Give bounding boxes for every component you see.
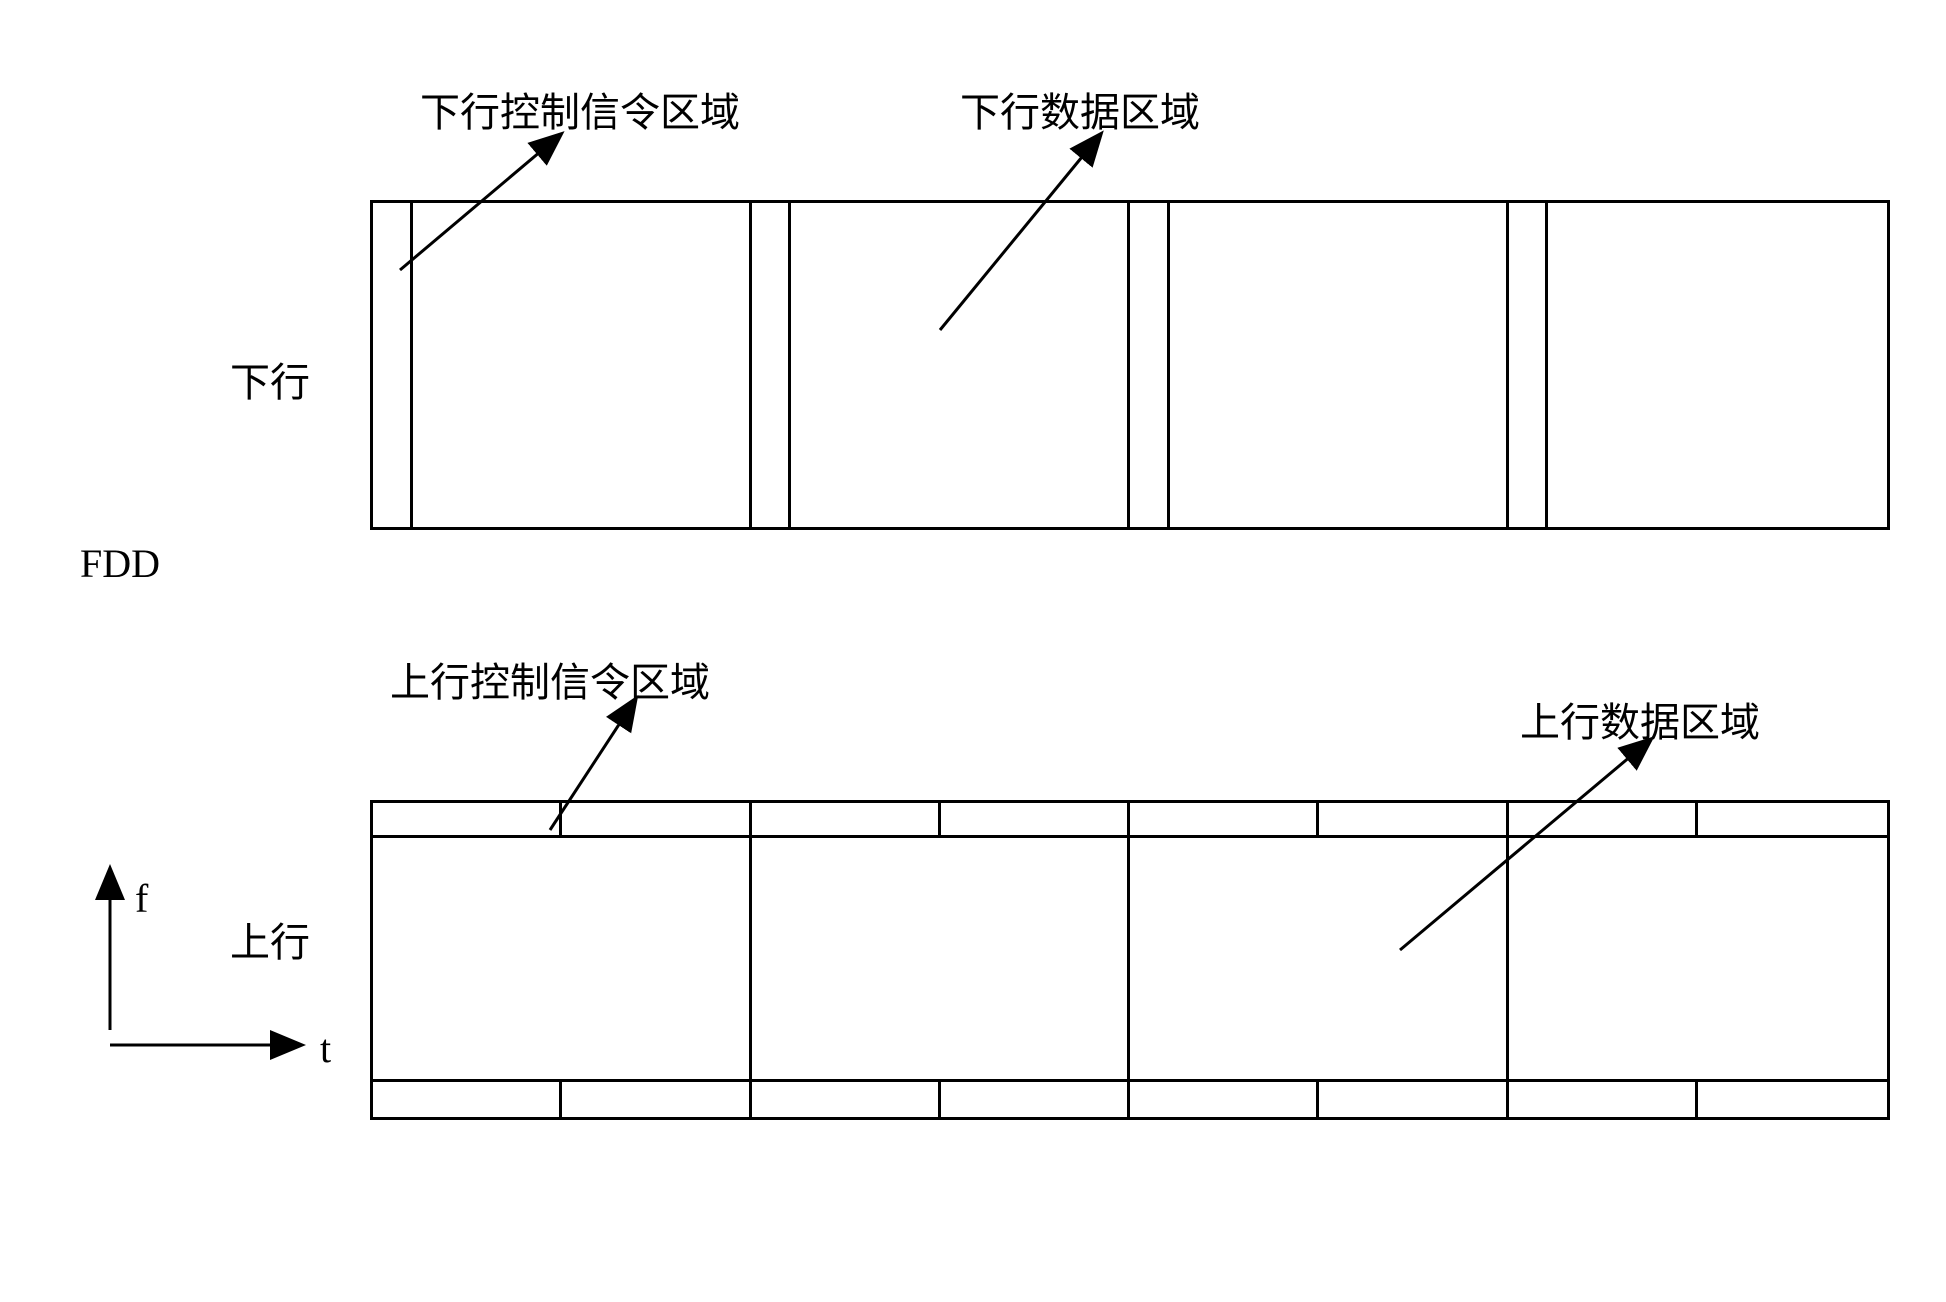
downlink-control-slot-1	[373, 203, 413, 527]
uplink-control-top-cell	[1698, 803, 1887, 835]
uplink-direction-label: 上行	[230, 910, 310, 968]
downlink-data-slot-3	[1170, 203, 1509, 527]
uplink-control-top-cell	[752, 803, 941, 835]
uplink-control-top-cell	[373, 803, 562, 835]
uplink-data-cell	[752, 838, 1131, 1078]
uplink-control-bottom-cell	[1130, 1082, 1319, 1117]
uplink-control-bottom-cell	[941, 1082, 1130, 1117]
downlink-control-slot-4	[1509, 203, 1549, 527]
uplink-control-label: 上行控制信令区域	[390, 650, 710, 708]
downlink-data-slot-4	[1548, 203, 1887, 527]
uplink-control-bottom-cell	[1319, 1082, 1508, 1117]
uplink-control-bottom-cell	[1509, 1082, 1698, 1117]
uplink-control-bottom-cell	[373, 1082, 562, 1117]
uplink-data-cell	[373, 838, 752, 1078]
downlink-frame	[370, 200, 1890, 530]
frequency-axis-label: f	[135, 875, 148, 922]
uplink-control-top-cell	[1130, 803, 1319, 835]
fdd-label: FDD	[80, 540, 160, 587]
downlink-direction-label: 下行	[230, 350, 310, 408]
downlink-control-slot-3	[1130, 203, 1170, 527]
uplink-control-strip-bottom	[373, 1082, 1887, 1117]
uplink-data-label: 上行数据区域	[1520, 690, 1760, 748]
uplink-control-top-cell	[1319, 803, 1508, 835]
uplink-frame	[370, 800, 1890, 1120]
uplink-data-strip	[373, 838, 1887, 1081]
uplink-data-cell	[1130, 838, 1509, 1078]
uplink-control-top-cell	[562, 803, 751, 835]
uplink-control-bottom-cell	[562, 1082, 751, 1117]
uplink-data-cell	[1509, 838, 1887, 1078]
downlink-data-slot-1	[413, 203, 752, 527]
uplink-control-top-cell	[1509, 803, 1698, 835]
fdd-frame-structure-diagram: 下行控制信令区域 下行数据区域 FDD 下行 上行控制信令区域 上行数据区域	[40, 40, 1906, 1222]
uplink-control-bottom-cell	[1698, 1082, 1887, 1117]
uplink-control-top-cell	[941, 803, 1130, 835]
time-axis-label: t	[320, 1025, 331, 1072]
downlink-data-slot-2	[791, 203, 1130, 527]
uplink-control-bottom-cell	[752, 1082, 941, 1117]
uplink-control-strip-top	[373, 803, 1887, 838]
downlink-control-slot-2	[752, 203, 792, 527]
